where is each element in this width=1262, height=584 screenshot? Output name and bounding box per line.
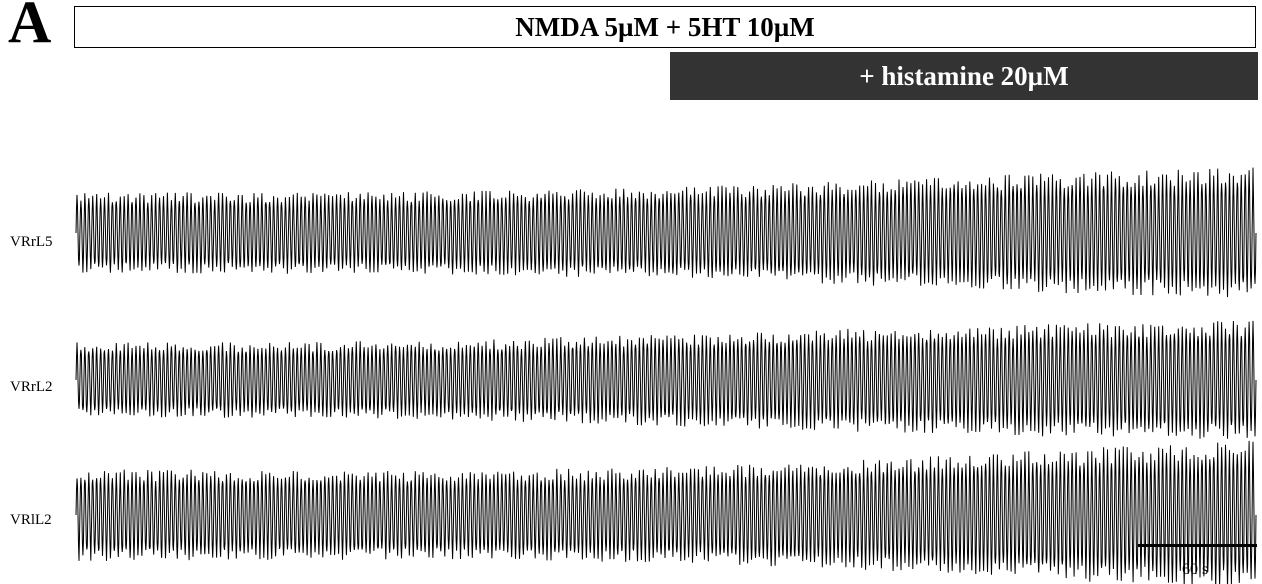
treatment-label-nmda-5ht: NMDA 5µM + 5HT 10µM	[515, 11, 815, 42]
trace-vrrl2	[75, 320, 1257, 439]
trace-label-vrll2: VRlL2	[10, 512, 52, 528]
trace-label-vrrl2: VRrL2	[10, 379, 53, 395]
treatment-bar-histamine: + histamine 20µM	[670, 52, 1258, 100]
scale-bar	[1138, 544, 1257, 547]
trace-vrrl5	[75, 167, 1257, 298]
trace-label-vrrl5: VRrL5	[10, 234, 53, 250]
scale-bar-label: 60 s	[1182, 561, 1209, 578]
panel-letter: A	[8, 0, 52, 55]
trace-vrll2	[75, 440, 1257, 584]
treatment-label-histamine: + histamine 20µM	[859, 60, 1069, 91]
treatment-bar-nmda-5ht: NMDA 5µM + 5HT 10µM	[74, 6, 1256, 48]
